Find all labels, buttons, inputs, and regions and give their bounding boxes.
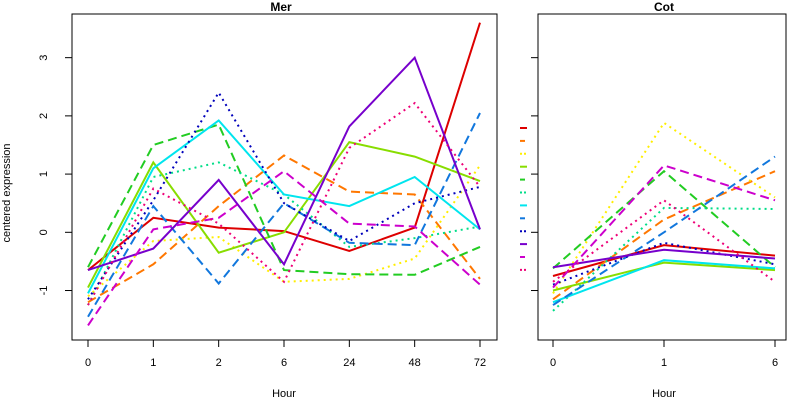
y-tick-label: -1 [38, 286, 50, 296]
panel-title-cot: Cot [654, 0, 674, 14]
series-line-mer-4 [87, 140, 481, 289]
series-line-cot-11 [552, 164, 776, 289]
series-line-cot-5 [552, 169, 776, 270]
series-line-mer-10 [87, 55, 481, 272]
x-tick-label-cot: 6 [772, 357, 778, 369]
series-line-cot-12 [552, 199, 776, 283]
series-line-cot-2 [552, 170, 776, 301]
y-tick-label: 1 [38, 171, 50, 177]
series-line-cot-8 [552, 155, 776, 306]
x-axis-label-cot: Hour [652, 388, 676, 400]
series-line-mer-9 [87, 90, 481, 300]
series-line-mer-6 [87, 161, 481, 306]
series-line-mer-8 [87, 112, 481, 318]
series-line-cot-10 [552, 248, 776, 269]
series-line-mer-11 [87, 169, 481, 326]
x-tick-label-cot: 0 [550, 357, 556, 369]
x-tick-label-mer: 2 [216, 357, 222, 369]
x-tick-label-mer: 24 [343, 357, 355, 369]
panel-title-mer: Mer [270, 0, 292, 14]
series-line-cot-7 [552, 259, 776, 304]
y-tick-label: 2 [38, 113, 50, 119]
x-tick-label-mer: 6 [281, 357, 287, 369]
x-tick-label-cot: 1 [661, 357, 667, 369]
series-line-cot-1 [552, 244, 776, 277]
series-line-mer-7 [87, 119, 481, 294]
series-line-cot-6 [552, 206, 776, 312]
x-tick-label-mer: 0 [85, 357, 91, 369]
x-tick-label-mer: 1 [150, 357, 156, 369]
series-line-mer-12 [87, 101, 481, 306]
x-axis-label-mer: Hour [272, 388, 296, 400]
chart-marks: 0 1 2 6 24 48 72 -1 0 1 2 3 0 1 6 [38, 13, 787, 369]
y-tick-label: 3 [38, 55, 50, 61]
plot-frame-cot [537, 13, 787, 341]
x-tick-label-mer: 48 [409, 357, 421, 369]
series-line-mer-3 [87, 164, 481, 298]
x-tick-label-mer: 72 [474, 357, 486, 369]
y-axis-label: centered expression [1, 143, 13, 242]
y-tick-label: 0 [38, 229, 50, 235]
series-line-mer-5 [87, 123, 481, 276]
series-line-mer-2 [87, 154, 481, 304]
